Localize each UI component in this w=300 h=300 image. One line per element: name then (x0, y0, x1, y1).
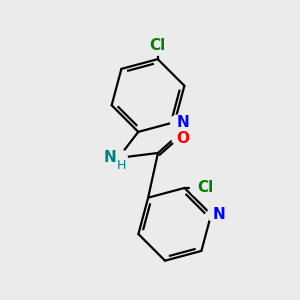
Text: N: N (213, 207, 226, 222)
Text: N: N (177, 115, 189, 130)
Text: N: N (103, 150, 116, 165)
Circle shape (190, 179, 208, 197)
Text: Cl: Cl (197, 180, 214, 195)
Circle shape (207, 208, 221, 221)
Text: H: H (116, 159, 126, 172)
Text: Cl: Cl (150, 38, 166, 53)
Circle shape (171, 115, 184, 129)
Circle shape (110, 149, 127, 167)
Text: O: O (177, 130, 190, 146)
Circle shape (150, 39, 166, 55)
Circle shape (172, 131, 186, 145)
